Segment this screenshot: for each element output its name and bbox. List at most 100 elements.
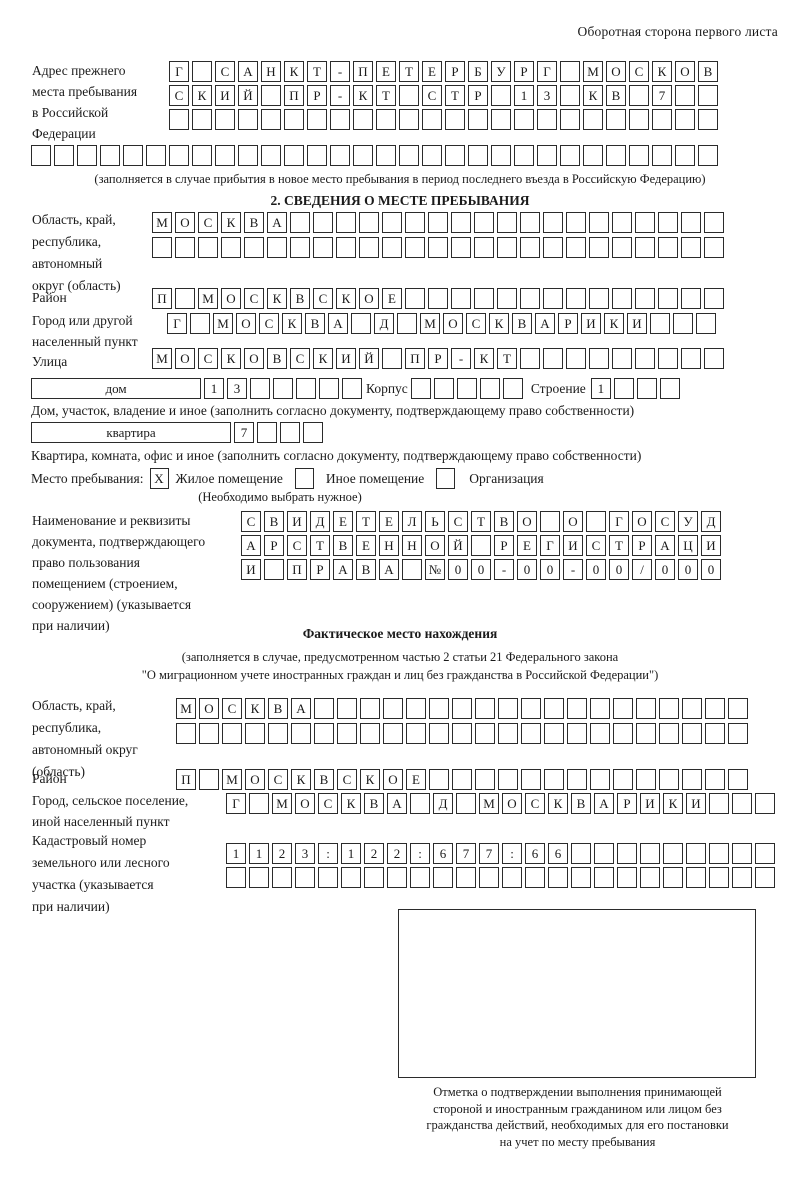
char-cell[interactable] — [382, 237, 402, 258]
char-cell[interactable] — [675, 145, 695, 166]
char-cell[interactable]: 7 — [652, 85, 672, 106]
char-cell[interactable] — [682, 769, 702, 790]
char-cell[interactable]: О — [632, 511, 652, 532]
char-cell[interactable] — [353, 109, 373, 130]
char-cell[interactable] — [659, 769, 679, 790]
char-cell[interactable]: И — [241, 559, 261, 580]
char-cell[interactable]: 1 — [514, 85, 534, 106]
char-cell[interactable] — [636, 723, 656, 744]
char-cell[interactable] — [290, 212, 310, 233]
char-cell[interactable] — [612, 288, 632, 309]
char-cell[interactable] — [383, 698, 403, 719]
char-cell[interactable] — [705, 723, 725, 744]
char-cell[interactable]: О — [244, 348, 264, 369]
char-cell[interactable] — [314, 723, 334, 744]
char-cell[interactable] — [613, 698, 633, 719]
char-cell[interactable] — [429, 723, 449, 744]
char-cell[interactable]: И — [287, 511, 307, 532]
char-cell[interactable] — [590, 723, 610, 744]
char-cell[interactable]: - — [494, 559, 514, 580]
char-cell[interactable] — [590, 769, 610, 790]
char-cell[interactable] — [491, 85, 511, 106]
char-cell[interactable] — [31, 145, 51, 166]
char-cell[interactable]: : — [502, 843, 522, 864]
char-cell[interactable] — [520, 212, 540, 233]
char-cell[interactable] — [199, 769, 219, 790]
char-cell[interactable]: В — [244, 212, 264, 233]
char-cell[interactable]: К — [313, 348, 333, 369]
char-cell[interactable]: О — [359, 288, 379, 309]
char-cell[interactable] — [284, 109, 304, 130]
char-cell[interactable] — [566, 288, 586, 309]
char-cell[interactable] — [452, 769, 472, 790]
char-cell[interactable] — [351, 313, 371, 334]
char-cell[interactable]: Е — [422, 61, 442, 82]
char-cell[interactable]: О — [425, 535, 445, 556]
char-cell[interactable] — [521, 769, 541, 790]
char-cell[interactable]: Т — [471, 511, 491, 532]
char-cell[interactable]: И — [686, 793, 706, 814]
char-cell[interactable] — [152, 237, 172, 258]
char-cell[interactable]: 1 — [226, 843, 246, 864]
char-cell[interactable]: М — [152, 348, 172, 369]
char-cell[interactable] — [635, 288, 655, 309]
char-cell[interactable] — [755, 843, 775, 864]
char-cell[interactable] — [617, 867, 637, 888]
char-cell[interactable] — [192, 145, 212, 166]
prev-address-wide-row[interactable] — [31, 145, 718, 166]
char-cell[interactable]: М — [272, 793, 292, 814]
char-cell[interactable] — [433, 378, 454, 399]
stay-type-row[interactable]: Место пребывания: X Жилое помещение Иное… — [31, 468, 544, 489]
char-cell[interactable] — [698, 109, 718, 130]
char-cell[interactable] — [652, 109, 672, 130]
char-cell[interactable] — [261, 145, 281, 166]
char-cell[interactable]: 0 — [448, 559, 468, 580]
char-cell[interactable] — [176, 723, 196, 744]
char-cell[interactable] — [222, 723, 242, 744]
char-cell[interactable] — [314, 698, 334, 719]
char-cell[interactable] — [498, 698, 518, 719]
char-cell[interactable] — [567, 723, 587, 744]
char-cell[interactable] — [100, 145, 120, 166]
char-cell[interactable]: К — [221, 212, 241, 233]
char-cell[interactable] — [560, 85, 580, 106]
char-cell[interactable] — [635, 348, 655, 369]
char-cell[interactable]: Г — [609, 511, 629, 532]
char-cell[interactable]: 3 — [227, 378, 247, 399]
char-cell[interactable] — [405, 237, 425, 258]
char-cell[interactable] — [497, 212, 517, 233]
char-cell[interactable] — [303, 422, 323, 443]
char-cell[interactable]: П — [287, 559, 307, 580]
char-cell[interactable] — [566, 237, 586, 258]
char-cell[interactable]: С — [198, 348, 218, 369]
char-cell[interactable] — [422, 145, 442, 166]
char-cell[interactable] — [330, 109, 350, 130]
char-cell[interactable] — [268, 723, 288, 744]
stay-type-checkbox-organization[interactable] — [436, 468, 456, 489]
flat-row[interactable]: квартира 7 — [31, 422, 323, 443]
char-cell[interactable]: Р — [310, 559, 330, 580]
char-cell[interactable]: 6 — [433, 843, 453, 864]
char-cell[interactable] — [589, 348, 609, 369]
char-cell[interactable]: С — [313, 288, 333, 309]
char-cell[interactable]: К — [192, 85, 212, 106]
char-cell[interactable]: С — [259, 313, 279, 334]
char-cell[interactable] — [589, 237, 609, 258]
char-cell[interactable]: А — [333, 559, 353, 580]
char-cell[interactable]: О — [443, 313, 463, 334]
char-cell[interactable] — [544, 723, 564, 744]
char-cell[interactable] — [658, 288, 678, 309]
char-cell[interactable] — [560, 109, 580, 130]
char-cell[interactable]: К — [341, 793, 361, 814]
char-cell[interactable] — [337, 723, 357, 744]
char-cell[interactable] — [307, 109, 327, 130]
char-cell[interactable] — [382, 212, 402, 233]
char-cell[interactable] — [659, 378, 680, 399]
char-cell[interactable] — [629, 85, 649, 106]
char-cell[interactable] — [709, 867, 729, 888]
